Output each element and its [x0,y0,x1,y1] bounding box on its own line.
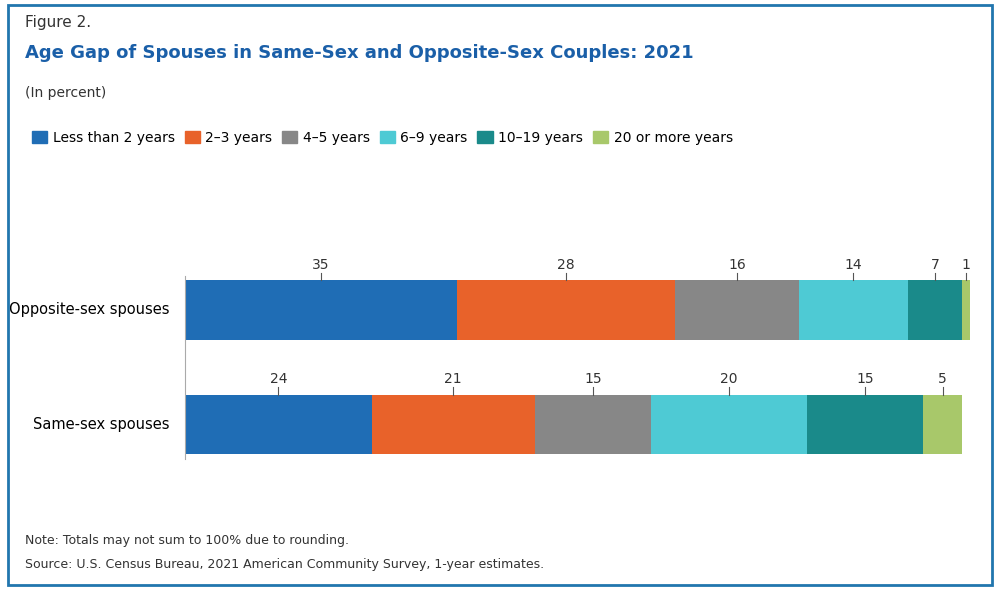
Text: 28: 28 [557,258,575,272]
Bar [185,395,372,454]
Bar [185,280,457,340]
Bar [962,280,970,340]
Text: 1: 1 [962,258,971,272]
Bar [923,395,962,454]
Text: 15: 15 [856,372,874,386]
Text: 35: 35 [312,258,330,272]
Text: 5: 5 [938,372,947,386]
Text: Figure 2.: Figure 2. [25,15,91,30]
Text: 15: 15 [584,372,602,386]
Text: 20: 20 [720,372,738,386]
Bar [535,395,651,454]
Bar [675,280,799,340]
Text: (In percent): (In percent) [25,86,106,100]
Text: Note: Totals may not sum to 100% due to rounding.: Note: Totals may not sum to 100% due to … [25,534,349,547]
Legend: Less than 2 years, 2–3 years, 4–5 years, 6–9 years, 10–19 years, 20 or more year: Less than 2 years, 2–3 years, 4–5 years,… [32,131,733,145]
Bar [457,280,675,340]
Text: 24: 24 [270,372,287,386]
Bar [908,280,962,340]
Text: 21: 21 [444,372,462,386]
Text: Age Gap of Spouses in Same-Sex and Opposite-Sex Couples: 2021: Age Gap of Spouses in Same-Sex and Oppos… [25,44,694,63]
Text: 16: 16 [728,258,746,272]
Bar [651,395,807,454]
Bar [807,395,923,454]
Text: Source: U.S. Census Bureau, 2021 American Community Survey, 1-year estimates.: Source: U.S. Census Bureau, 2021 America… [25,558,544,571]
Text: 14: 14 [845,258,862,272]
Bar [799,280,908,340]
Bar [372,395,535,454]
Text: 7: 7 [931,258,939,272]
